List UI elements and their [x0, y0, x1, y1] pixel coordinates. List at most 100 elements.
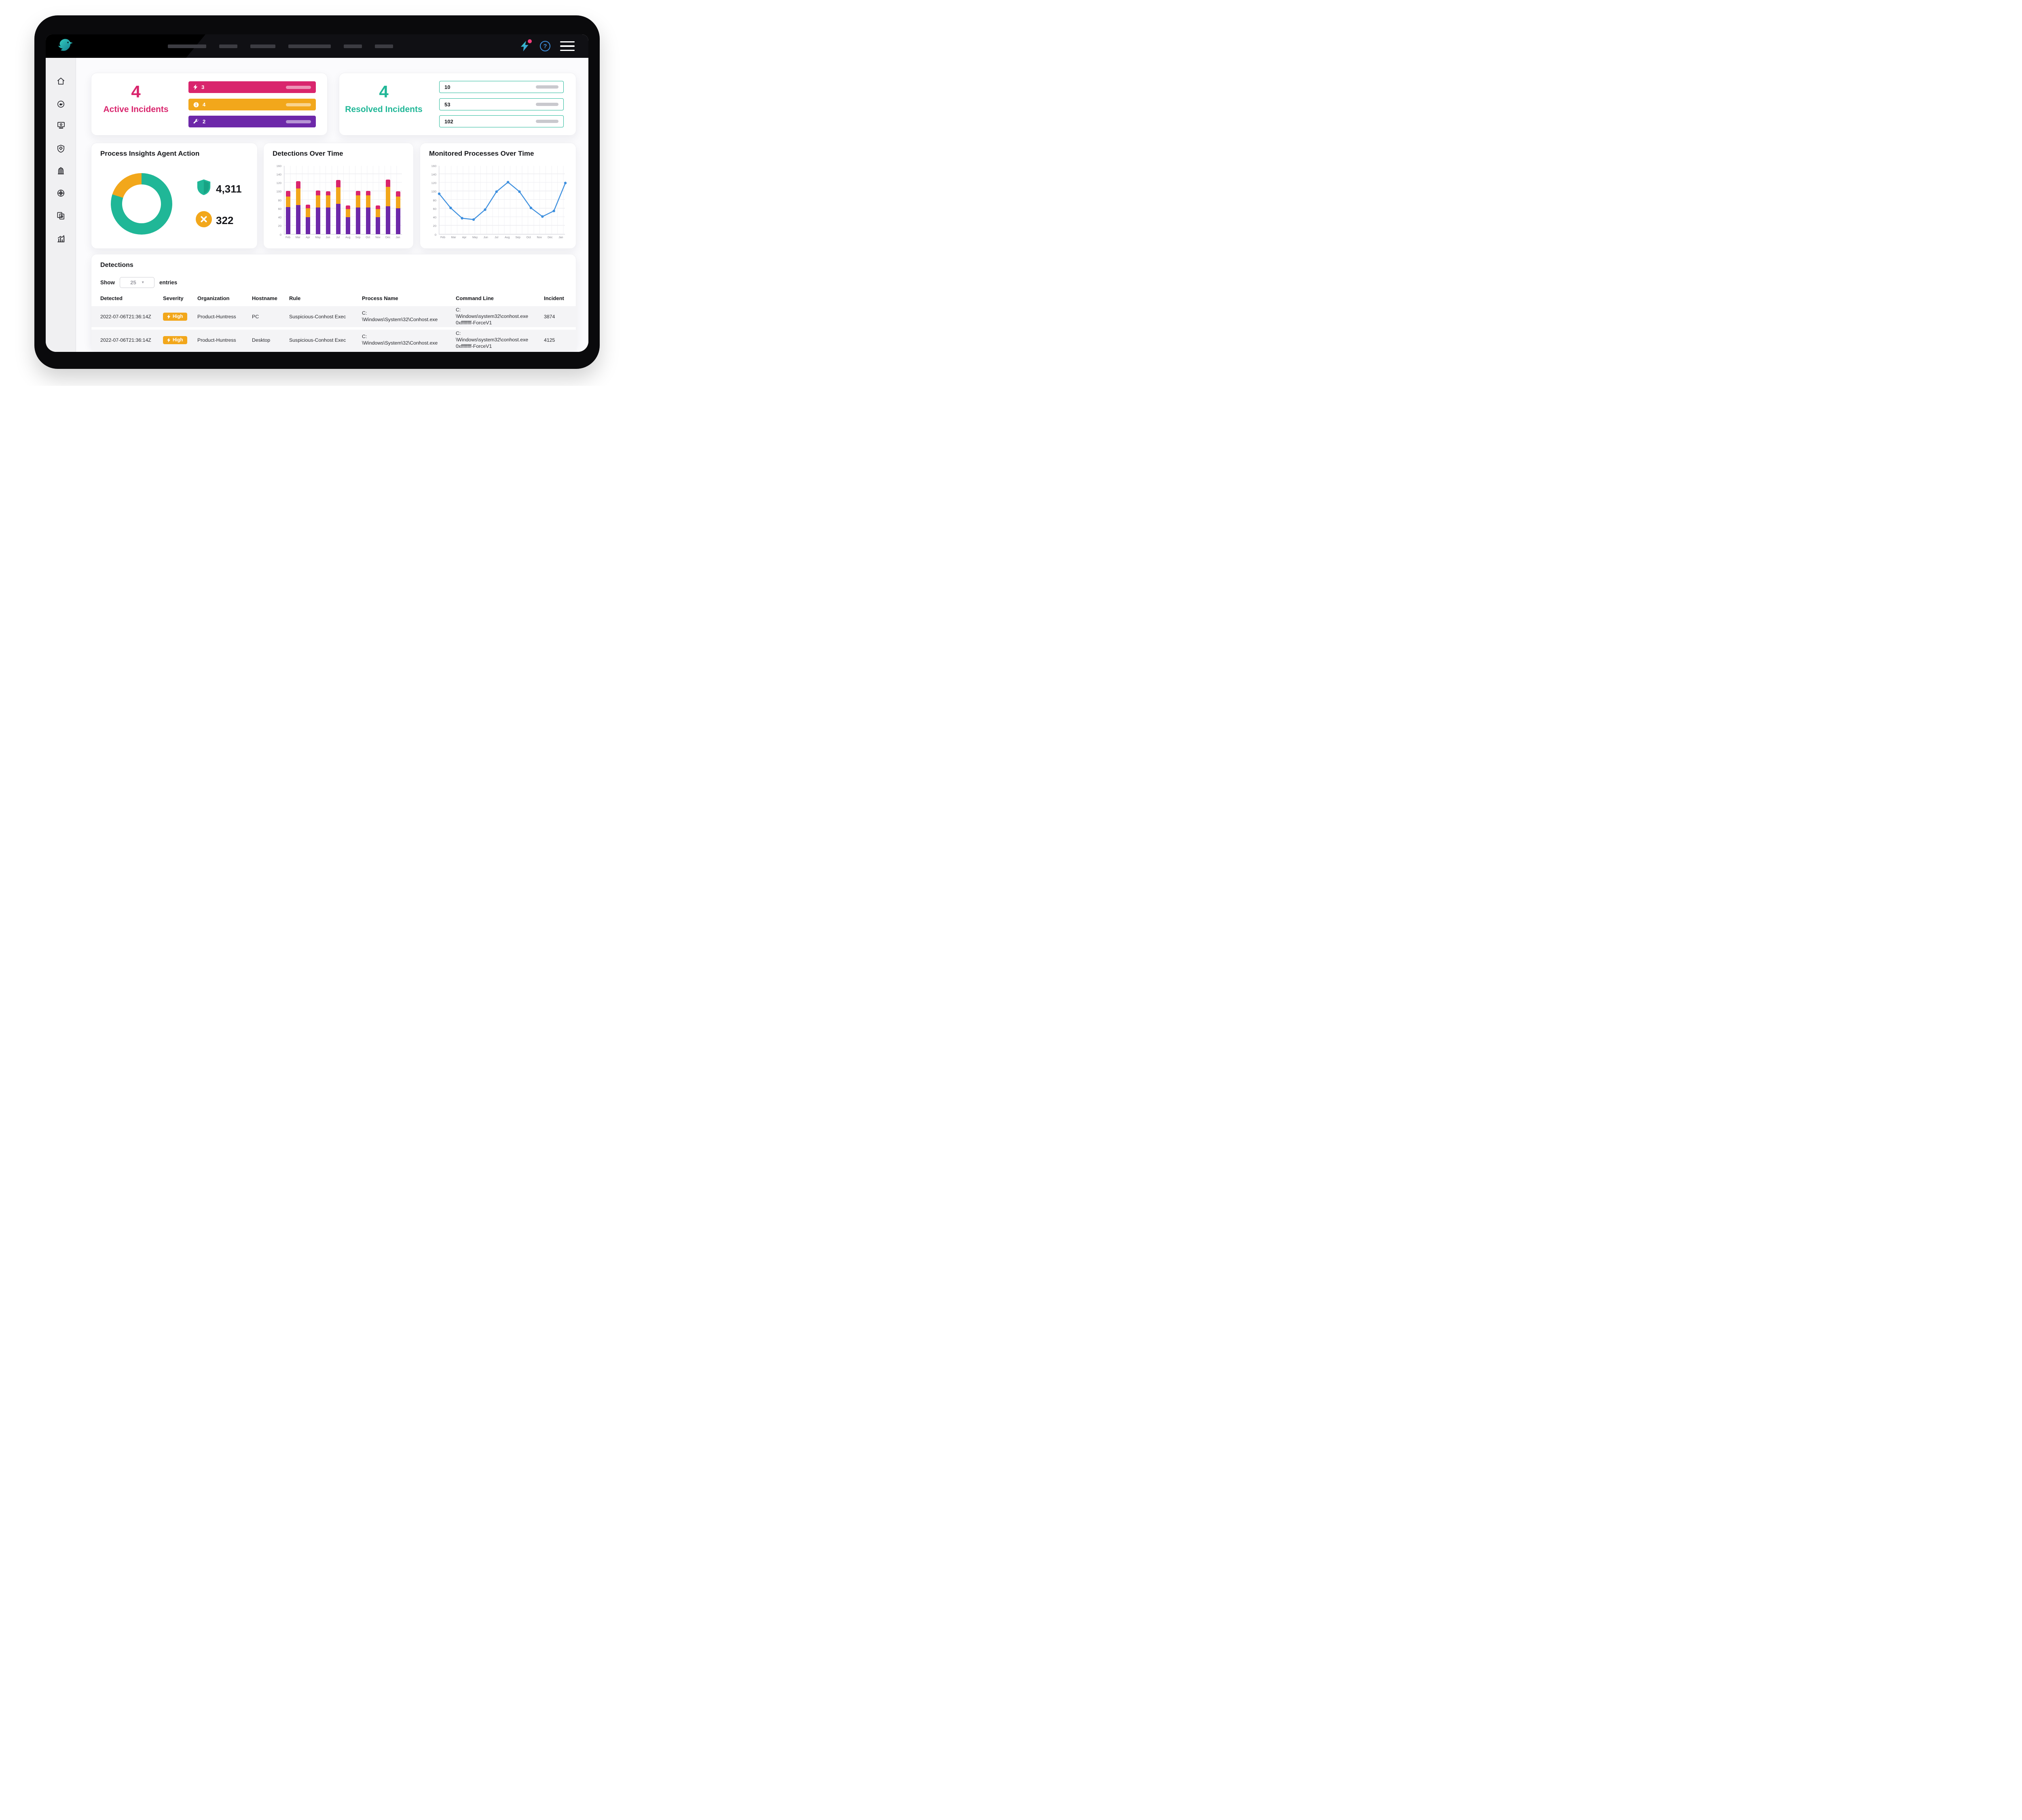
col-incident: Incident [544, 295, 564, 301]
cell-incident: 3874 [544, 314, 555, 320]
bar-apr [306, 204, 311, 234]
blocked-x-icon [196, 211, 212, 227]
shield-gear-icon [57, 144, 64, 152]
detections-chart-title: Detections Over Time [273, 150, 343, 157]
sidebar-item-endpoints[interactable] [46, 116, 76, 134]
hamburger-menu-icon[interactable] [560, 41, 575, 51]
resolved-row[interactable]: 10 [439, 81, 564, 93]
entries-select[interactable]: 25 ▾ [120, 277, 154, 288]
cell-incident: 4125 [544, 337, 555, 343]
sidebar-item-analytics[interactable] [46, 230, 76, 248]
entries-label: entries [159, 279, 178, 286]
home-icon [57, 77, 64, 85]
resolved-incidents-label: Resolved Incidents [345, 105, 423, 114]
bar-feb [286, 190, 290, 234]
resolved-row[interactable]: 53 [439, 98, 564, 110]
sidebar-item-home[interactable] [46, 72, 76, 90]
detections-bars [284, 166, 402, 234]
cell-rule: Suspicious-Conhost Exec [289, 314, 346, 320]
sidebar-item-global[interactable] [46, 184, 76, 202]
birdcage-icon [57, 167, 64, 174]
blocked-count: 322 [216, 214, 234, 226]
row-placeholder-pill [536, 103, 558, 106]
monitored-x-labels: Feb Mar Apr May Jun Jul Aug Sep Oct Nov Dec Jan [440, 236, 563, 239]
bar-aug [346, 205, 351, 234]
col-command-line: Command Line [456, 295, 494, 301]
nav-item-placeholder[interactable] [168, 44, 206, 48]
cell-detected: 2022-07-06T21:36:14Z [100, 337, 151, 343]
sidebar-item-hunt[interactable] [46, 95, 76, 113]
cell-organization: Product-Huntress [197, 314, 236, 320]
active-incidents-count: 4 [131, 82, 141, 101]
agent-action-donut [111, 173, 172, 235]
entries-select-value: 25 [130, 279, 136, 286]
top-navbar: ? [46, 34, 588, 58]
active-bar-warning-value: 4 [203, 102, 206, 108]
sidebar-item-cage[interactable] [46, 162, 76, 180]
cell-process-name: C: \Windows\System\32\Conhost.exe [362, 310, 438, 322]
hunt-target-icon [57, 100, 64, 108]
cell-rule: Suspicious-Conhost Exec [289, 337, 346, 343]
bar-nov [376, 205, 381, 234]
sidebar-item-reports[interactable] [46, 207, 76, 224]
col-severity: Severity [163, 295, 184, 301]
bar-jul [336, 180, 341, 234]
resolved-row[interactable]: 102 [439, 115, 564, 127]
col-detected: Detected [100, 295, 123, 301]
chevron-down-icon: ▾ [142, 280, 144, 285]
bar-jan [396, 191, 400, 234]
detection-row[interactable]: 2022-07-06T21:36:14Z High Product-Huntre… [91, 330, 577, 351]
wrench-icon [193, 119, 199, 123]
show-label: Show [100, 279, 115, 286]
nav-menu-placeholders [168, 34, 393, 58]
nav-item-placeholder[interactable] [219, 44, 237, 48]
globe-target-icon [57, 189, 64, 197]
detections-over-time-card: Detections Over Time 160 140 120 100 80 60 40 2… [263, 143, 414, 249]
lightning-notifications-icon[interactable] [520, 39, 532, 51]
detections-x-labels: Feb Mar Apr May Jun Jul Aug Sep Oct Nov Dec Jan [285, 236, 400, 239]
process-insights-title: Process Insights Agent Action [100, 150, 200, 157]
active-incidents-card: 4 Active Incidents 3 4 2 [91, 73, 328, 135]
col-rule: Rule [289, 295, 301, 301]
detections-table-title: Detections [100, 262, 133, 269]
detection-row[interactable]: 2022-07-06T21:36:14Z High Product-Huntre… [91, 306, 577, 327]
row-placeholder-pill [536, 120, 558, 123]
page: ? [0, 0, 634, 386]
active-incidents-label: Active Incidents [103, 105, 169, 114]
process-insights-card: Process Insights Agent Action 4,311 322 [91, 143, 258, 249]
active-bar-critical-value: 3 [201, 84, 205, 90]
lightning-icon [167, 338, 171, 343]
col-hostname: Hostname [252, 295, 277, 301]
col-process-name: Process Name [362, 295, 398, 301]
col-organization: Organization [197, 295, 230, 301]
active-bar-critical[interactable]: 3 [188, 81, 316, 93]
resolved-incidents-card: 4 Resolved Incidents 10 53 102 [339, 73, 576, 135]
resolved-row-value: 102 [444, 118, 453, 125]
media-report-icon [57, 212, 64, 219]
severity-badge: High [163, 336, 187, 344]
sidebar-item-protection[interactable] [46, 140, 76, 157]
help-glyph: ? [543, 42, 547, 50]
analytics-chart-icon [57, 235, 65, 242]
left-sidebar [46, 58, 76, 352]
nav-item-placeholder[interactable] [288, 44, 331, 48]
nav-item-placeholder[interactable] [250, 44, 275, 48]
monitored-line-plot [438, 166, 567, 235]
cell-detected: 2022-07-06T21:36:14Z [100, 314, 151, 320]
resolved-row-value: 53 [444, 101, 451, 108]
cell-hostname: PC [252, 314, 259, 320]
bar-mar [296, 181, 300, 234]
nav-item-placeholder[interactable] [375, 44, 393, 48]
question-circle-icon[interactable]: ? [540, 41, 550, 51]
cell-command-line: C: \Windows\system32\conhost.exe 0xfffff… [456, 307, 529, 326]
detections-bar-plot [284, 166, 402, 235]
bar-placeholder-pill [286, 103, 311, 106]
severity-badge: High [163, 313, 187, 321]
detections-y-axis: 160 140 120 100 80 60 40 20 0 [276, 164, 281, 237]
resolved-incidents-count: 4 [379, 82, 389, 101]
bar-sep [356, 190, 361, 234]
active-bar-maintenance[interactable]: 2 [188, 116, 316, 127]
nav-item-placeholder[interactable] [344, 44, 362, 48]
huntress-bird-logo[interactable] [58, 38, 74, 54]
active-bar-warning[interactable]: 4 [188, 99, 316, 110]
